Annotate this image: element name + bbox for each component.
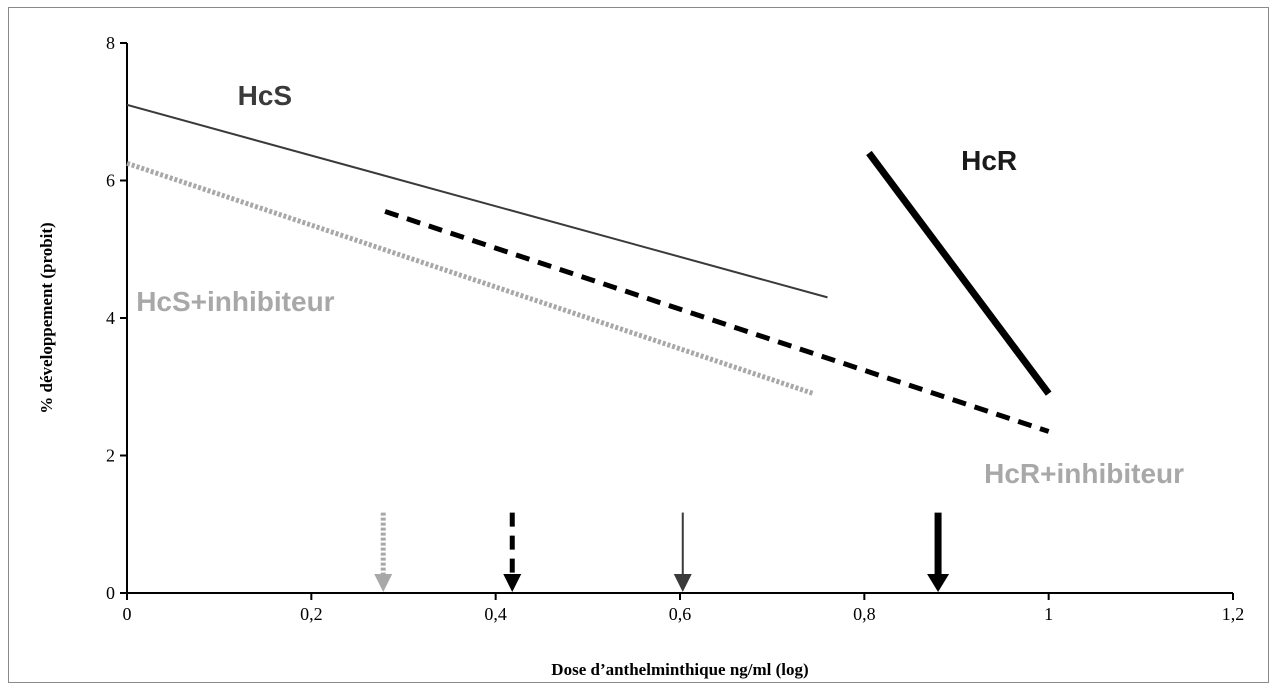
- y-tick-label: 4: [106, 308, 115, 328]
- y-tick-label: 8: [106, 33, 115, 53]
- x-tick-label: 0,8: [853, 604, 876, 624]
- threshold-arrow-dotted: [374, 512, 393, 592]
- series-label: HcS: [238, 80, 292, 111]
- chart-frame: [8, 7, 1269, 683]
- y-tick-label: 6: [106, 171, 115, 191]
- y-tick-label: 2: [106, 446, 115, 466]
- y-tick-label: 0: [106, 583, 115, 603]
- series-label: HcR: [961, 145, 1017, 176]
- threshold-arrow-thick-solid: [927, 512, 950, 592]
- threshold-arrows: [374, 512, 950, 592]
- x-tick-label: 0,4: [484, 604, 507, 624]
- series-label: HcS+inhibiteur: [136, 286, 334, 317]
- axis-ticks: 0 0,2 0,4 0,6 0,8 1 1,2 0 2 4 6 8: [106, 33, 1244, 624]
- series-line-thick-solid: [866, 150, 1052, 396]
- x-tick-label: 1,2: [1222, 604, 1245, 624]
- threshold-arrow-dashed: [503, 512, 522, 592]
- x-tick-label: 1: [1044, 604, 1053, 624]
- series-line-thin-solid: [126, 103, 828, 299]
- series-lines: [126, 103, 1052, 434]
- series-labels: HcS HcR HcS+inhibiteur HcR+inhibiteur: [136, 80, 1184, 489]
- axes: [126, 43, 1233, 594]
- y-axis-title: % développement (probit): [37, 222, 56, 413]
- threshold-arrow-thin-solid: [673, 512, 692, 592]
- x-tick-label: 0,6: [669, 604, 692, 624]
- series-line-dotted: [126, 160, 815, 396]
- series-label: HcR+inhibiteur: [984, 458, 1184, 489]
- series-line-dashed: [384, 209, 1050, 434]
- x-axis-title: Dose d’anthelminthique ng/ml (log): [551, 660, 808, 679]
- x-tick-label: 0,2: [300, 604, 323, 624]
- x-tick-label: 0: [123, 604, 132, 624]
